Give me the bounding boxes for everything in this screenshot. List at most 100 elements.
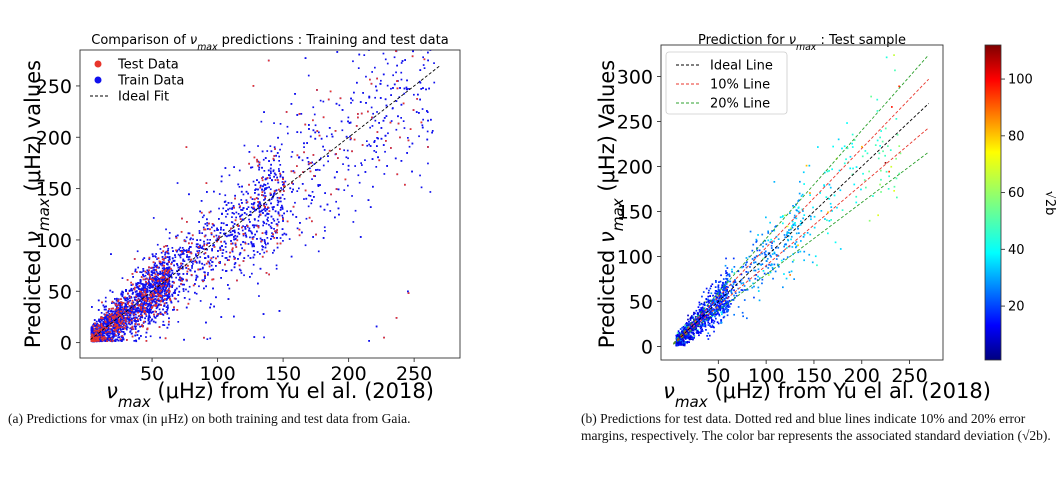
train-point bbox=[308, 128, 310, 130]
train-point bbox=[228, 174, 231, 177]
train-point bbox=[189, 238, 192, 241]
test-point bbox=[168, 290, 171, 293]
train-point bbox=[237, 228, 240, 230]
test-point bbox=[276, 231, 278, 234]
train-point bbox=[225, 250, 228, 253]
test-point bbox=[164, 256, 167, 258]
train-point bbox=[139, 304, 142, 306]
train-point bbox=[106, 324, 108, 327]
test-point bbox=[155, 269, 157, 271]
test-point bbox=[190, 252, 193, 255]
train-point bbox=[161, 285, 164, 288]
train-point bbox=[110, 324, 112, 327]
test-point bbox=[98, 336, 100, 338]
train-point bbox=[201, 245, 204, 248]
train-point bbox=[242, 241, 244, 243]
train-point bbox=[115, 318, 117, 320]
train-point bbox=[107, 328, 110, 331]
train-point bbox=[276, 223, 279, 226]
train-point bbox=[240, 190, 243, 193]
test-point bbox=[402, 102, 405, 105]
train-point bbox=[258, 295, 260, 297]
train-point bbox=[261, 245, 263, 247]
test-point bbox=[105, 311, 108, 314]
train-point bbox=[162, 288, 165, 290]
test-point bbox=[150, 302, 152, 305]
train-point bbox=[267, 213, 270, 215]
train-point bbox=[187, 232, 190, 235]
train-point bbox=[146, 269, 149, 272]
train-point bbox=[215, 296, 217, 299]
train-point bbox=[143, 257, 146, 259]
test-point bbox=[100, 323, 103, 325]
train-point bbox=[167, 259, 170, 262]
test-point bbox=[126, 279, 129, 281]
train-point bbox=[155, 307, 158, 310]
train-point bbox=[273, 175, 275, 178]
train-point bbox=[140, 296, 143, 299]
train-point bbox=[411, 0, 413, 1]
test-point bbox=[272, 233, 274, 236]
train-point bbox=[395, 128, 398, 131]
train-point bbox=[270, 235, 273, 238]
train-point bbox=[281, 214, 284, 217]
train-point bbox=[152, 320, 155, 323]
train-point bbox=[180, 264, 183, 267]
train-point bbox=[137, 282, 139, 284]
train-point bbox=[145, 310, 147, 313]
train-point bbox=[253, 218, 256, 220]
train-point bbox=[268, 224, 270, 226]
train-point bbox=[309, 135, 312, 138]
train-point bbox=[296, 131, 299, 133]
train-point bbox=[157, 313, 160, 315]
train-point bbox=[167, 252, 170, 255]
train-point bbox=[157, 289, 160, 292]
test-point bbox=[124, 317, 127, 319]
train-point bbox=[116, 319, 118, 321]
train-point bbox=[258, 201, 261, 203]
test-point bbox=[389, 121, 392, 124]
train-point bbox=[109, 289, 112, 292]
train-point bbox=[368, 340, 370, 342]
test-point bbox=[236, 239, 239, 242]
train-point bbox=[119, 307, 122, 309]
train-point bbox=[110, 253, 112, 255]
train-point bbox=[390, 5, 392, 7]
test-point bbox=[204, 274, 206, 277]
train-point bbox=[100, 312, 103, 314]
train-point bbox=[250, 231, 253, 234]
test-point bbox=[190, 258, 192, 261]
test-point bbox=[279, 172, 281, 175]
train-point bbox=[239, 269, 242, 272]
train-point bbox=[419, 98, 421, 101]
train-point bbox=[406, 79, 408, 82]
train-point bbox=[272, 235, 274, 238]
train-point bbox=[266, 237, 269, 239]
train-point bbox=[257, 282, 259, 285]
train-point bbox=[271, 232, 273, 234]
train-point bbox=[263, 336, 265, 339]
train-point bbox=[269, 188, 272, 191]
train-point bbox=[163, 282, 165, 284]
train-point bbox=[166, 326, 169, 329]
train-point bbox=[147, 319, 150, 322]
train-point bbox=[125, 305, 127, 308]
train-point bbox=[422, 56, 424, 59]
train-point bbox=[392, 107, 394, 109]
train-point bbox=[166, 270, 168, 273]
train-point bbox=[238, 253, 241, 256]
train-point bbox=[165, 268, 168, 270]
train-point bbox=[159, 280, 161, 283]
train-point bbox=[179, 250, 182, 252]
train-point bbox=[278, 160, 280, 162]
train-point bbox=[97, 332, 99, 334]
train-point bbox=[105, 314, 107, 316]
train-point bbox=[275, 230, 277, 232]
train-point bbox=[225, 257, 228, 259]
train-point bbox=[106, 320, 109, 322]
train-point bbox=[165, 291, 168, 294]
train-point bbox=[155, 282, 158, 285]
train-point bbox=[114, 298, 116, 300]
train-point bbox=[266, 218, 268, 221]
train-point bbox=[173, 308, 175, 311]
